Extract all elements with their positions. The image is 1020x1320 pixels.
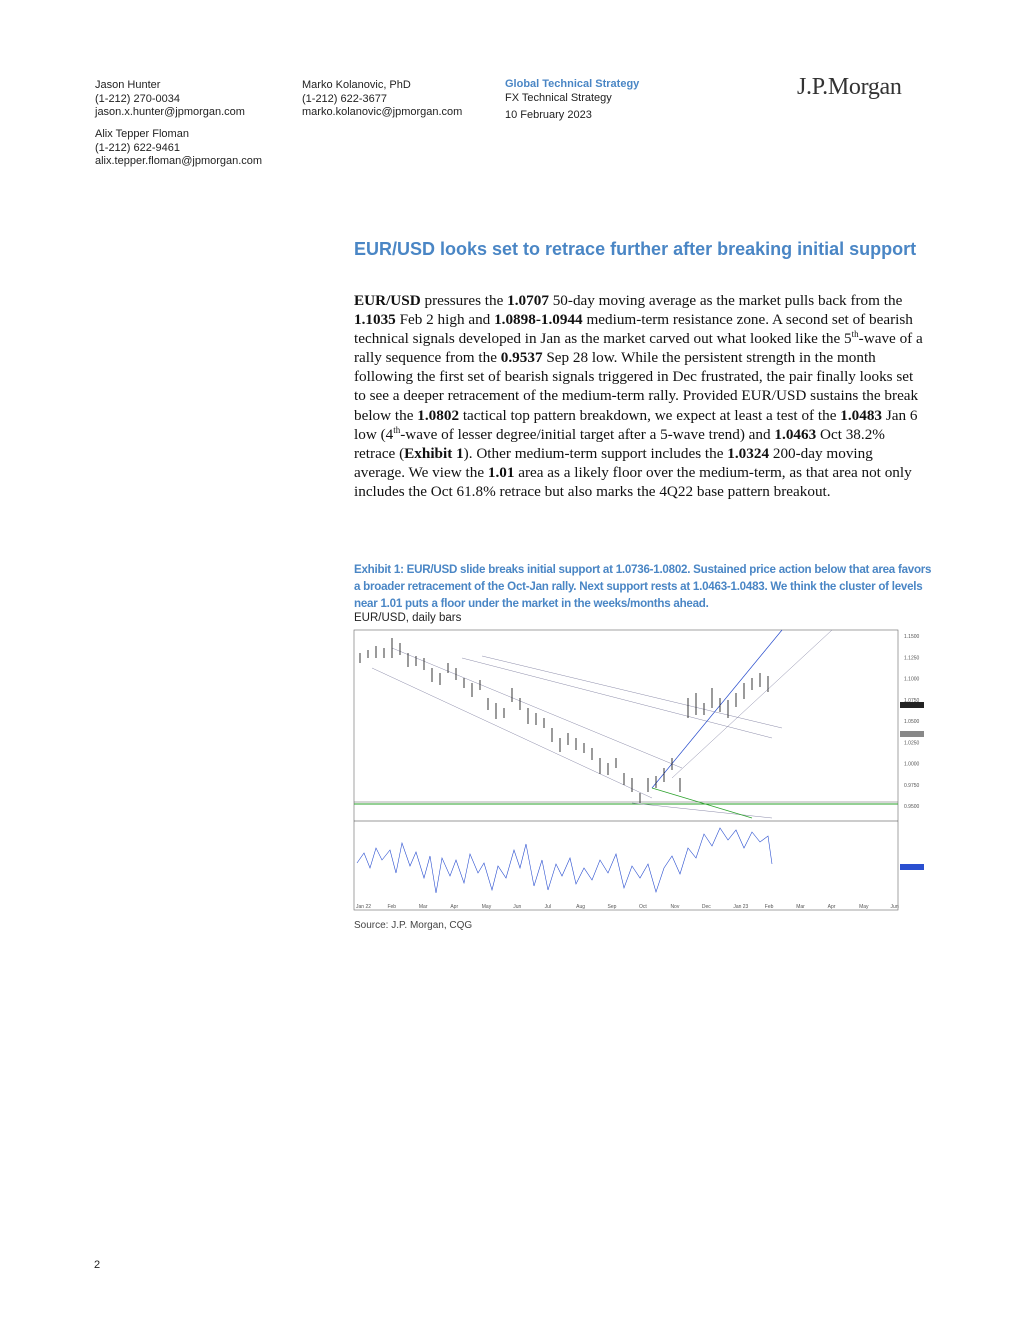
y-axis-label: 1.0750 — [904, 698, 920, 704]
text-run: Jan 6 low (4 — [354, 406, 918, 443]
department: Global Technical Strategy — [505, 78, 640, 90]
author-phone: (1-212) 622-9461 — [95, 141, 181, 154]
rsi-line — [356, 827, 773, 894]
x-axis-label: Jun — [891, 904, 899, 910]
y-axis-label: 1.1500 — [904, 634, 920, 640]
exhibit-chart: 1.1500 1.1250 1.1000 1.0750 1.0500 1.0250 1.00… — [353, 629, 924, 911]
x-axis-label: Feb — [765, 904, 774, 910]
x-axis-label: Feb — [387, 904, 396, 910]
text-run: 1.01 — [487, 463, 515, 481]
source: Source: J.P. Morgan, CQG — [354, 920, 473, 931]
author-phone: (1-212) 622-3677 — [302, 92, 388, 105]
chart-frame — [353, 629, 899, 911]
text-run: tactical top pattern breakdown, we expec… — [459, 406, 841, 424]
text-run: -wave of a rally sequence from the — [354, 330, 923, 367]
x-axis-label: Jan 22 — [356, 904, 371, 910]
text-run: Exhibit 1 — [404, 444, 464, 462]
x-axis-label: May — [859, 904, 869, 910]
text-run: 1.0898-1.0944 — [494, 311, 583, 329]
text-run: 1.0707 — [507, 292, 549, 309]
text-run: EUR/USD — [354, 292, 421, 309]
author-name: Marko Kolanovic, PhD — [302, 79, 411, 91]
publication-info: Global Technical Strategy FX Technical S… — [505, 78, 639, 123]
author-email: jason.x.hunter@jpmorgan.com — [95, 106, 245, 118]
trend-line — [651, 787, 753, 819]
text-run: th — [393, 424, 401, 435]
x-axis-label: Oct — [639, 904, 647, 910]
text-run: Sep 28 low. While the persistent strengt… — [354, 349, 919, 424]
x-axis-label: May — [482, 904, 492, 910]
logo: J.P.Morgan — [797, 74, 902, 100]
x-axis-label: Mar — [419, 904, 428, 910]
text-run: 200-day moving average. We view the — [354, 444, 873, 481]
price-bars — [359, 638, 769, 803]
text-run: 1.0324 — [727, 444, 770, 462]
price-marker — [900, 702, 924, 708]
text-run: Feb 2 high and — [395, 311, 495, 329]
price-marker — [900, 731, 924, 737]
author-name: Jason Hunter — [95, 79, 161, 91]
text-run: 0.9537 — [500, 349, 543, 367]
trend-line — [651, 629, 783, 789]
text-run: -wave of lesser degree/initial target af… — [400, 425, 775, 443]
x-axis-label: Jun — [513, 904, 521, 910]
text-run: 1.0463 — [774, 425, 817, 443]
page-number: 2 — [94, 1259, 101, 1271]
author-email: alix.tepper.floman@jpmorgan.com — [95, 155, 263, 167]
y-axis-label: 1.1000 — [904, 677, 920, 683]
author-name: Alix Tepper Floman — [95, 128, 189, 140]
date: 10 February 2023 — [505, 109, 592, 121]
author-phone: (1-212) 270-0034 — [95, 92, 181, 105]
x-axis-label: Aug — [576, 904, 585, 910]
x-axis-label: Jul — [545, 904, 551, 910]
exhibit-caption: Exhibit 1: EUR/USD slide breaks initial … — [354, 563, 932, 610]
text-run: ). Other medium-term support includes th… — [463, 444, 728, 462]
trend-lines — [371, 629, 833, 819]
author: Jason Hunter (1-212) 270-0034 jason.x.hu… — [95, 79, 245, 120]
author: Alix Tepper Floman (1-212) 622-9461 alix… — [95, 128, 262, 169]
author-email: marko.kolanovic@jpmorgan.com — [302, 106, 463, 118]
text-run: area as a likely floor over the medium-t… — [354, 463, 912, 500]
x-axis-label: Dec — [702, 904, 711, 910]
x-axis-label: Jan 23 — [733, 904, 748, 910]
article-title: EUR/USD looks set to retrace further aft… — [354, 239, 917, 259]
y-axis-label: 0.9500 — [904, 804, 920, 810]
x-axis-label: Nov — [670, 904, 679, 910]
rsi-marker — [900, 864, 924, 870]
x-axis-label: Apr — [828, 904, 836, 910]
publication: FX Technical Strategy — [505, 91, 612, 104]
article-body: EUR/USD pressures the 1.0707 50-day movi… — [354, 291, 926, 501]
exhibit-subtitle: EUR/USD, daily bars — [354, 612, 462, 624]
text-run: medium-term resistance zone. A second se… — [354, 311, 913, 348]
text-run: 50-day moving average as the market pull… — [548, 292, 903, 309]
x-axis-label: Mar — [796, 904, 805, 910]
text-run: 1.0483 — [840, 406, 883, 424]
x-axis-label: Apr — [450, 904, 458, 910]
y-axis-label: 1.0500 — [904, 719, 920, 725]
y-axis-label: 1.0250 — [904, 740, 920, 746]
text-run: 1.1035 — [354, 311, 396, 329]
text-run: 1.0802 — [417, 406, 460, 424]
author: Marko Kolanovic, PhD (1-212) 622-3677 ma… — [302, 79, 462, 120]
y-axis-label: 0.9750 — [904, 783, 920, 789]
y-axis-label: 1.0000 — [904, 762, 920, 768]
text-run: th — [851, 329, 859, 340]
text-run: Oct 38.2% retrace ( — [354, 425, 885, 462]
text-run: pressures the — [420, 292, 508, 309]
x-axis-label: Sep — [608, 904, 617, 910]
y-axis-label: 1.1250 — [904, 655, 920, 661]
